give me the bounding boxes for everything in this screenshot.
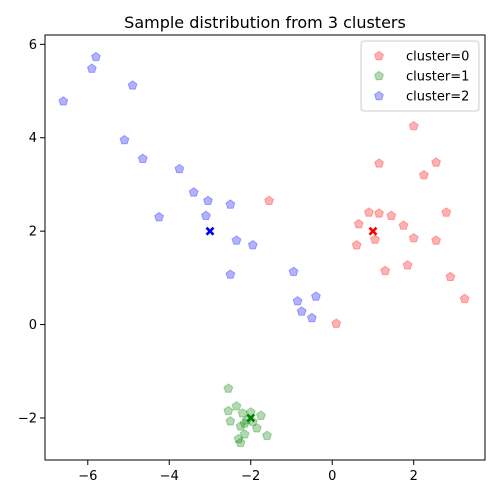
legend-marker	[374, 90, 384, 101]
data-point	[235, 421, 246, 431]
data-point	[225, 199, 236, 209]
data-point	[459, 293, 470, 304]
data-point	[203, 195, 213, 206]
data-point	[154, 211, 165, 222]
data-point	[431, 157, 442, 167]
data-point	[58, 96, 69, 106]
data-point	[231, 401, 242, 411]
data-point	[380, 265, 391, 276]
x-tick-label: 0	[328, 469, 336, 484]
data-point	[353, 218, 364, 229]
data-point	[233, 433, 244, 444]
data-point	[431, 235, 442, 245]
cluster-center-marker	[205, 226, 215, 236]
legend-label: cluster=0	[406, 50, 469, 65]
data-point	[288, 266, 299, 277]
series-2	[58, 51, 321, 323]
data-point	[127, 80, 138, 90]
data-point	[86, 63, 97, 73]
data-point	[402, 260, 413, 270]
data-point	[310, 291, 321, 301]
data-point	[239, 429, 250, 439]
plot-area	[58, 51, 470, 447]
x-tick-label: −4	[160, 469, 179, 484]
data-point	[223, 405, 234, 416]
data-point	[231, 235, 242, 245]
data-point	[408, 232, 419, 243]
data-point	[264, 195, 275, 206]
legend-label: cluster=2	[406, 90, 469, 105]
data-point	[445, 271, 456, 282]
data-point	[386, 210, 397, 220]
data-point	[441, 207, 452, 217]
axes: −6 −4 −2 0 2 −2 0 2 4 6	[18, 34, 486, 484]
data-point	[119, 134, 130, 145]
data-point	[137, 153, 148, 163]
y-tick-label: 2	[29, 225, 37, 240]
data-point	[418, 169, 429, 180]
data-point	[262, 430, 272, 440]
data-point	[363, 207, 374, 217]
legend-marker	[374, 50, 384, 61]
legend-label: cluster=1	[406, 70, 469, 85]
y-tick-label: 6	[29, 38, 37, 53]
data-point	[374, 208, 385, 218]
data-point	[200, 210, 211, 220]
data-point	[296, 306, 307, 316]
data-point	[370, 234, 380, 244]
data-point	[90, 51, 101, 62]
data-point	[408, 120, 419, 131]
data-point	[331, 318, 342, 328]
data-point	[174, 163, 185, 174]
data-point	[351, 239, 362, 250]
y-tick-label: 4	[29, 131, 37, 146]
legend-box	[360, 40, 480, 112]
legend-marker	[374, 70, 384, 81]
data-point	[188, 187, 199, 197]
data-point	[306, 312, 317, 323]
series-0	[264, 120, 470, 328]
data-point	[255, 410, 266, 420]
data-point	[225, 416, 236, 426]
chart-title: Sample distribution from 3 clusters	[124, 13, 406, 32]
data-point	[225, 269, 236, 279]
y-tick-label: −2	[18, 411, 37, 426]
data-point	[374, 158, 385, 168]
cluster-center-marker	[368, 226, 378, 236]
data-point	[398, 220, 409, 230]
y-tick-label: 0	[29, 318, 37, 333]
cluster-center-marker	[246, 413, 256, 423]
data-point	[251, 423, 262, 433]
legend: cluster=0 cluster=1 cluster=2	[360, 40, 480, 112]
data-point	[223, 383, 234, 393]
axes-frame	[44, 34, 486, 461]
x-tick-label: −2	[241, 469, 260, 484]
data-point	[235, 437, 246, 447]
x-tick-label: 2	[410, 469, 418, 484]
data-point	[237, 408, 248, 418]
data-point	[247, 239, 258, 250]
data-point	[292, 295, 303, 306]
x-tick-label: −6	[78, 469, 97, 484]
